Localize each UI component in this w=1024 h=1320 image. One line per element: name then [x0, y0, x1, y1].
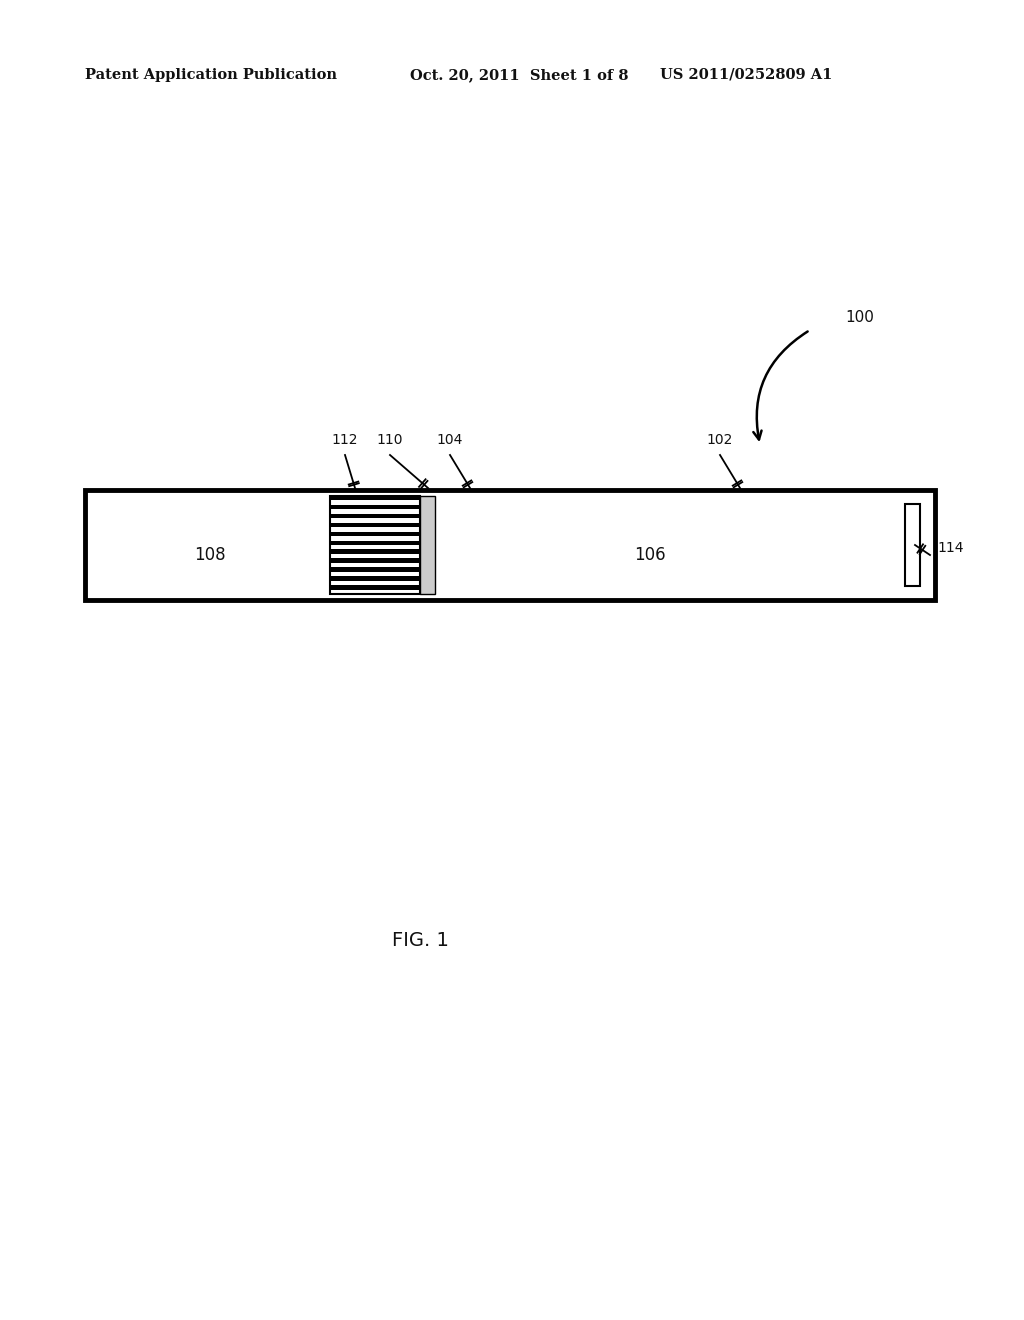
Text: FIG. 1: FIG. 1 [391, 931, 449, 949]
Text: 106: 106 [634, 546, 666, 564]
Bar [330, 558, 420, 562]
Bar [905, 504, 920, 586]
Bar [330, 585, 420, 590]
Bar [330, 527, 420, 532]
Bar [330, 506, 420, 510]
Bar [330, 510, 420, 513]
Bar [330, 577, 420, 581]
Text: US 2011/0252809 A1: US 2011/0252809 A1 [660, 69, 833, 82]
Bar [330, 532, 420, 536]
Bar [330, 513, 420, 519]
Bar [330, 496, 420, 500]
Bar [330, 523, 420, 527]
Text: 110: 110 [377, 433, 403, 447]
Bar [330, 519, 420, 523]
Bar [330, 562, 420, 568]
Bar [330, 590, 420, 594]
Bar [330, 581, 420, 585]
Bar [330, 572, 420, 577]
Bar [330, 545, 420, 549]
Text: 104: 104 [437, 433, 463, 447]
Bar [330, 549, 420, 554]
Bar [85, 490, 935, 601]
Bar [330, 541, 420, 545]
Bar [330, 554, 420, 558]
Text: 114: 114 [937, 541, 964, 554]
Bar [330, 496, 420, 594]
Bar [420, 496, 435, 594]
Bar [330, 500, 420, 506]
Text: 112: 112 [332, 433, 358, 447]
Bar [330, 536, 420, 541]
Text: 102: 102 [707, 433, 733, 447]
Text: 100: 100 [845, 310, 873, 326]
Text: 108: 108 [195, 546, 226, 564]
Text: Oct. 20, 2011  Sheet 1 of 8: Oct. 20, 2011 Sheet 1 of 8 [410, 69, 629, 82]
Bar [330, 568, 420, 572]
Text: Patent Application Publication: Patent Application Publication [85, 69, 337, 82]
